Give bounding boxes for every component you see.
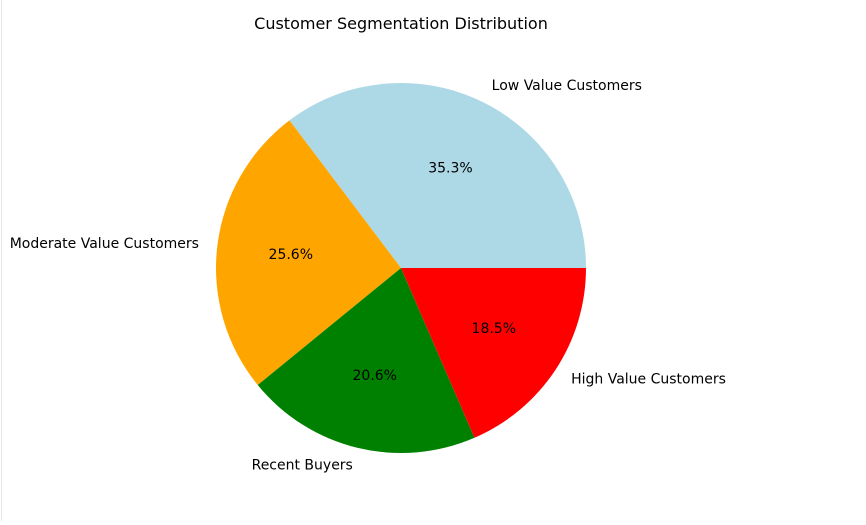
slice-label-moderate-value-customers: Moderate Value Customers bbox=[10, 236, 199, 252]
chart-title: Customer Segmentation Distribution bbox=[254, 14, 548, 33]
pie-slices bbox=[215, 83, 586, 454]
slice-label-recent-buyers: Recent Buyers bbox=[252, 458, 353, 474]
pie-slice-high-value-customers bbox=[401, 268, 586, 438]
pct-label-recent-buyers: 20.6% bbox=[353, 368, 397, 384]
pie-slice-recent-buyers bbox=[257, 268, 475, 454]
slice-label-low-value-customers: Low Value Customers bbox=[492, 78, 642, 94]
pct-label-high-value-customers: 18.5% bbox=[472, 321, 516, 337]
pct-label-low-value-customers: 35.3% bbox=[428, 161, 472, 177]
pie-slice-low-value-customers bbox=[289, 83, 586, 268]
pct-label-moderate-value-customers: 25.6% bbox=[269, 247, 313, 263]
pie-slice-moderate-value-customers bbox=[215, 120, 401, 386]
pie-labels: 35.3% Low Value Customers 25.6% Moderate Va… bbox=[10, 78, 726, 474]
left-border-line bbox=[1, 0, 2, 521]
slice-label-high-value-customers: High Value Customers bbox=[571, 372, 726, 388]
